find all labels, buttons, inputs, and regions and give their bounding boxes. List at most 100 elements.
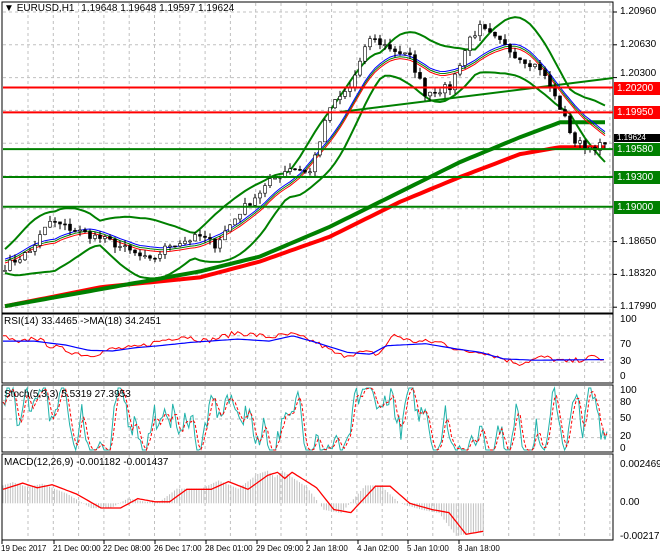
candle [28,250,32,253]
candle [183,240,187,244]
level-price-box: 1.19580 [614,143,660,157]
price-tick-label: 1.17990 [620,301,657,313]
time-tick-label: 8 Jan 18:00 [458,544,500,553]
stoch-tick-label: 20 [620,431,632,442]
candle [343,91,347,97]
candle [78,229,82,232]
stoch-tick-label: 100 [620,385,637,396]
rsi-tick-label: 70 [620,339,632,350]
candle [8,259,12,271]
candle [273,177,277,180]
candle [498,35,502,40]
candle [243,203,247,215]
macd-signal-line [2,471,484,536]
candle [18,259,22,263]
candle [428,91,432,97]
candle [23,252,27,261]
stoch-main-line [2,386,608,452]
candle [413,54,417,73]
candle [378,38,382,46]
stoch-label: Stoch(5,3,3) 5.5319 27.3953 [4,389,131,400]
rsi-label: RSI(14) 33.4465 ->MA(18) 34.2451 [4,316,162,327]
stoch-tick-label: 80 [620,397,632,408]
sma-green-line [4,120,605,309]
candle [543,69,547,76]
rsi-tick-label: 100 [620,314,637,325]
candle [158,254,162,259]
candle [363,46,367,62]
candle [293,168,297,171]
candle [208,237,212,240]
price-tick-label: 1.20300 [620,67,657,79]
candle [153,257,157,260]
candle [573,132,577,144]
price-tick-label: 1.20630 [620,38,657,50]
time-tick-label: 22 Dec 08:00 [103,544,151,553]
candle [258,192,262,199]
candle [173,245,177,248]
candle [513,51,517,59]
candle [303,169,307,173]
candle [313,154,317,173]
candle [168,245,172,248]
candle [83,229,87,233]
candle [478,24,482,37]
time-tick-label: 19 Dec 2017 [1,544,47,553]
candle [248,203,252,206]
candle [38,234,42,246]
level-price-box: 1.19950 [614,106,660,120]
candle [108,236,112,240]
candle [358,60,362,76]
candle [453,73,457,91]
candle [228,224,232,232]
price-tick-label: 1.18650 [620,235,657,247]
candle [308,171,312,174]
candle [328,107,332,121]
time-tick-label: 21 Dec 00:00 [53,544,101,553]
rsi-ma-line [3,335,604,361]
candle [538,63,542,71]
candle [368,38,372,48]
candle [263,185,267,194]
candle [493,31,497,37]
rsi-tick-label: 0 [620,371,626,382]
level-price-box: 1.19300 [614,170,660,184]
price-tick-label: 1.20960 [620,6,657,17]
candle [463,50,467,66]
candle [163,245,167,255]
ohlc-label: 1.19648 1.19648 1.19597 1.19624 [81,3,235,14]
time-tick-label: 26 Dec 17:00 [154,544,202,553]
candle [198,234,202,237]
chart-header: ▼ EURUSD,H1 1.19648 1.19648 1.19597 1.19… [4,3,234,15]
candle [13,259,17,263]
candle [323,120,327,143]
candle [438,92,442,95]
collapse-triangle-icon[interactable]: ▼ [4,3,14,14]
price-tick-label: 1.18320 [620,268,657,280]
trend-line [339,77,614,113]
time-tick-label: 28 Dec 01:00 [205,544,253,553]
candle [298,169,302,171]
rsi-tick-label: 30 [620,356,632,367]
candle [503,39,507,45]
level-price-box: 1.20200 [614,81,660,95]
candle [133,249,137,254]
stoch-tick-label: 50 [620,413,632,424]
candle [533,63,537,67]
candle [68,223,72,231]
candle [213,238,217,249]
candle [58,221,62,225]
candle [418,72,422,79]
candle [3,270,7,272]
candle [218,239,222,249]
candle [518,57,522,61]
stoch-signal-line [2,387,608,452]
macd-tick-label: 0.00 [620,497,640,509]
candle [523,59,527,64]
symbol-label: EURUSD,H1 [16,3,75,14]
candle [233,218,237,226]
candle [433,91,437,94]
candle [403,52,407,55]
